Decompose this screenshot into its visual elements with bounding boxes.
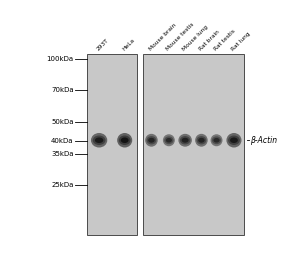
Ellipse shape <box>182 138 189 143</box>
Ellipse shape <box>121 138 129 143</box>
Ellipse shape <box>117 133 132 148</box>
Ellipse shape <box>91 133 107 148</box>
Ellipse shape <box>145 134 158 147</box>
Bar <box>143 54 244 235</box>
Text: HeLa: HeLa <box>121 37 135 52</box>
Ellipse shape <box>226 133 242 148</box>
Ellipse shape <box>213 138 220 143</box>
Ellipse shape <box>230 138 238 143</box>
Ellipse shape <box>178 134 192 147</box>
Ellipse shape <box>146 136 156 145</box>
Ellipse shape <box>212 136 221 144</box>
Ellipse shape <box>93 136 106 145</box>
Text: 100kDa: 100kDa <box>46 56 74 62</box>
Text: Rat lung: Rat lung <box>230 31 251 52</box>
Text: 35kDa: 35kDa <box>51 151 74 157</box>
Ellipse shape <box>163 134 175 146</box>
Text: 293T: 293T <box>96 38 110 52</box>
Ellipse shape <box>95 138 103 143</box>
Ellipse shape <box>196 136 206 145</box>
Ellipse shape <box>166 138 172 143</box>
Ellipse shape <box>148 138 155 143</box>
Ellipse shape <box>195 134 208 147</box>
Text: 70kDa: 70kDa <box>51 87 74 93</box>
Text: Rat brain: Rat brain <box>198 29 220 52</box>
Text: Rat testis: Rat testis <box>213 28 236 52</box>
Ellipse shape <box>198 138 205 143</box>
Ellipse shape <box>211 134 223 146</box>
Ellipse shape <box>119 136 130 145</box>
Text: 40kDa: 40kDa <box>51 138 74 144</box>
Bar <box>88 54 137 235</box>
Text: 25kDa: 25kDa <box>51 182 74 188</box>
Text: Mouse brain: Mouse brain <box>148 23 177 52</box>
Ellipse shape <box>180 136 190 145</box>
Ellipse shape <box>164 136 173 144</box>
Text: Mouse testis: Mouse testis <box>165 22 195 52</box>
Text: β-Actin: β-Actin <box>250 136 278 145</box>
Text: Mouse lung: Mouse lung <box>182 24 209 52</box>
Text: 50kDa: 50kDa <box>51 119 74 125</box>
Ellipse shape <box>228 136 240 145</box>
